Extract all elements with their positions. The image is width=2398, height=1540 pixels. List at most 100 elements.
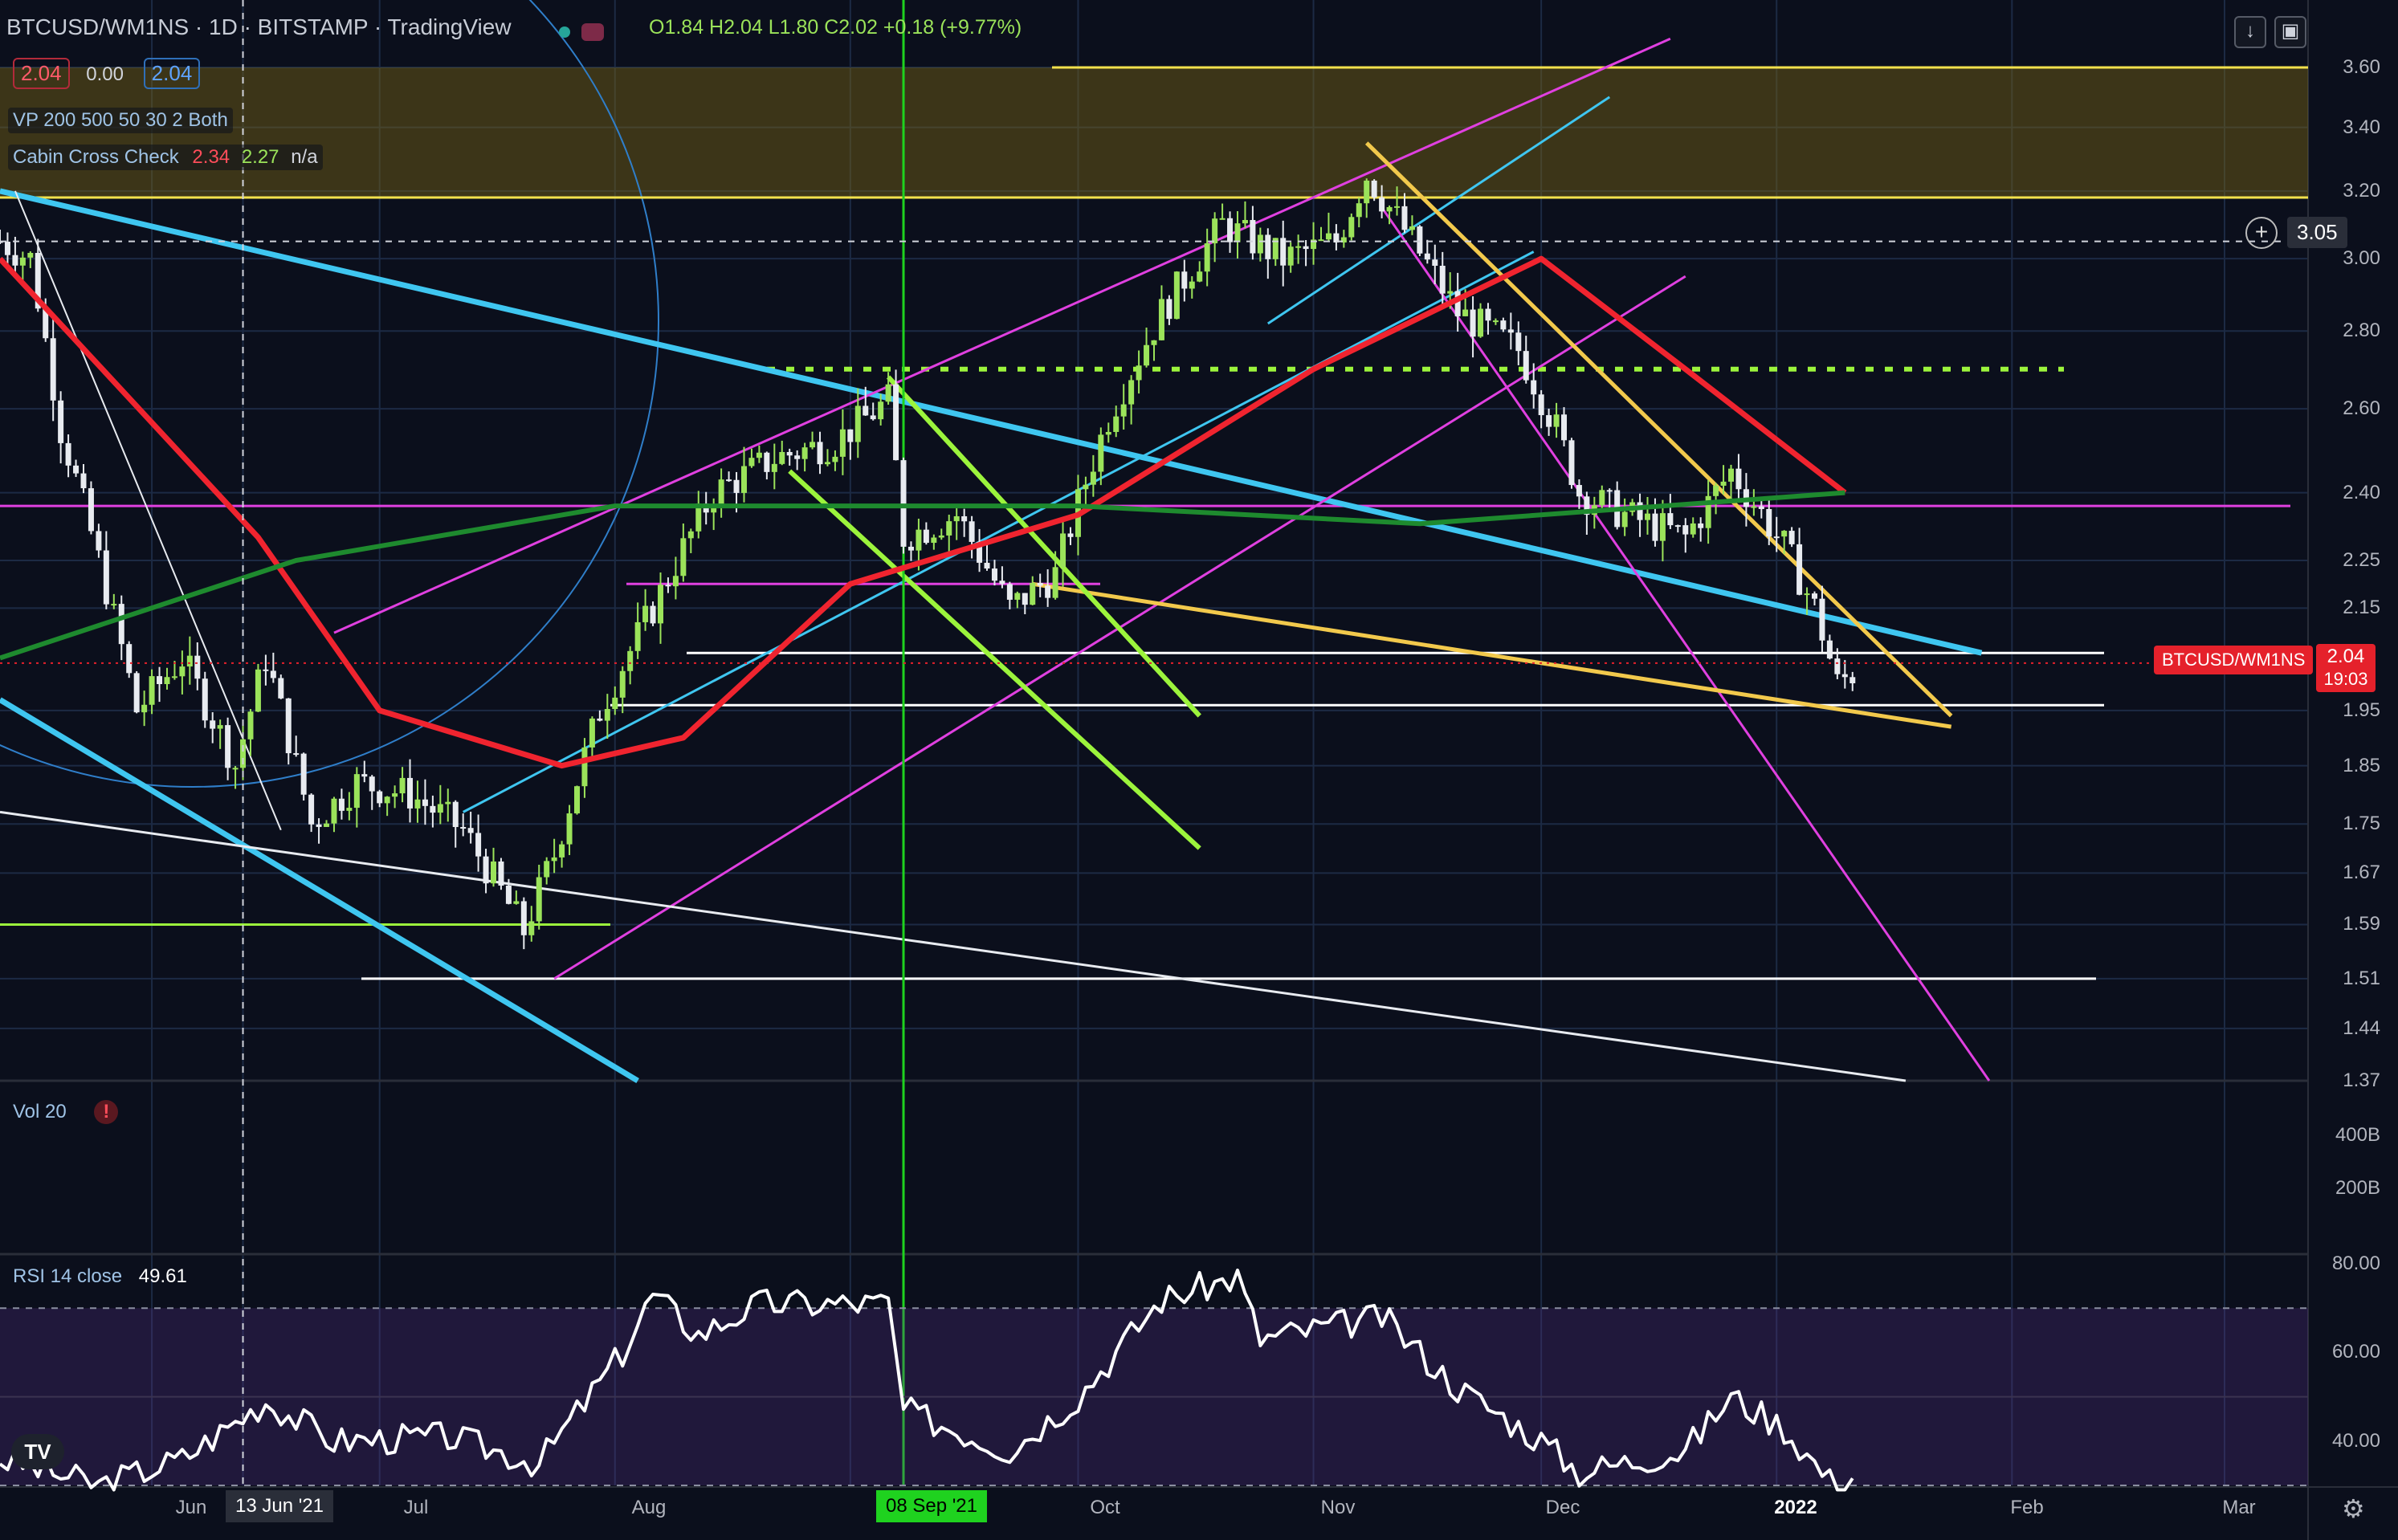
price-axis-label: 3.00: [2343, 247, 2380, 270]
candle-body: [597, 718, 603, 721]
fullscreen-icon[interactable]: ▣: [2274, 16, 2306, 48]
candle-body: [544, 861, 550, 878]
candle-body: [157, 676, 163, 684]
candle-body: [1720, 481, 1727, 486]
candle-body: [718, 479, 724, 507]
candle-body: [1621, 511, 1628, 528]
candle-body: [1212, 218, 1218, 244]
candle-body: [1386, 206, 1393, 212]
candle-body: [1417, 226, 1423, 254]
candle-body: [1690, 523, 1696, 535]
candle-body: [1136, 365, 1142, 381]
add-alert-icon[interactable]: +: [2245, 217, 2278, 249]
candle-body: [520, 901, 527, 935]
legend-rsi[interactable]: RSI 14 close 49.61: [8, 1264, 192, 1289]
candle-body: [1151, 340, 1157, 345]
candle-body: [1788, 531, 1795, 544]
legend-volume[interactable]: Vol 20 !: [8, 1098, 123, 1126]
candle-body: [1523, 351, 1529, 381]
candle-body: [680, 538, 687, 576]
candle-body: [103, 550, 109, 605]
candle-body: [824, 462, 830, 465]
date-label-nov: Nov: [1320, 1497, 1356, 1518]
candle-body: [255, 669, 261, 712]
candle-body: [1401, 206, 1408, 230]
candle-body: [1424, 253, 1430, 260]
candle-body: [1052, 567, 1058, 598]
candle-body: [467, 828, 474, 833]
candle-body: [475, 833, 482, 857]
candle-body: [1394, 206, 1401, 208]
candle-body: [1674, 525, 1681, 528]
trendline-white-long: [0, 810, 1907, 1082]
candle-body: [263, 669, 269, 671]
candle-body: [399, 777, 406, 794]
candle-body: [1311, 239, 1317, 250]
candle-body: [1067, 533, 1074, 537]
candle-body: [35, 252, 41, 309]
date-label-aug: Aug: [631, 1497, 667, 1518]
candle-body: [353, 774, 360, 809]
candle-body: [384, 796, 390, 804]
candle-body: [1356, 203, 1362, 218]
symbol-title[interactable]: BTCUSD/WM1NS · 1D · BITSTAMP · TradingVi…: [6, 14, 512, 39]
price-pill-red[interactable]: 2.04: [13, 58, 70, 89]
candle-body: [1303, 246, 1309, 250]
candle-body: [1371, 180, 1377, 198]
candle-body: [217, 725, 223, 729]
candle-body: [740, 466, 747, 493]
channel-magenta-upper: [333, 37, 1671, 634]
candle-body: [991, 568, 997, 581]
candle-body: [711, 506, 717, 513]
candle-body: [278, 678, 284, 699]
candle-body: [1014, 593, 1021, 600]
candle-body: [961, 515, 968, 522]
candle-body: [171, 676, 177, 678]
arrow-down-icon[interactable]: ↓: [2234, 16, 2266, 48]
legend-vp[interactable]: VP 200 500 50 30 2 Both: [8, 108, 233, 133]
candle-body: [407, 777, 414, 809]
wedge-yellow-lower: [1032, 581, 1952, 729]
legend-indicator[interactable]: Cabin Cross Check 2.34 2.27 n/a: [8, 145, 323, 170]
ema-red-line: [0, 255, 1847, 769]
candle-body: [1758, 506, 1764, 509]
candle-body: [186, 655, 193, 667]
candle-body: [1280, 238, 1287, 266]
candle-body: [984, 562, 990, 569]
sma-green-line: [0, 490, 1845, 661]
candle-body: [149, 676, 155, 705]
candle-body: [885, 384, 891, 402]
candle-body: [1478, 308, 1484, 337]
candle-body: [164, 677, 170, 684]
candle-body: [969, 521, 975, 542]
candle-body: [1447, 291, 1454, 294]
candle-body: [437, 804, 443, 813]
candle-body: [1553, 414, 1560, 427]
candle-body: [847, 429, 854, 442]
candle-body: [118, 604, 124, 645]
candle-body: [1652, 513, 1658, 541]
candle-body: [1766, 508, 1772, 537]
indicator-value-green: 2.27: [241, 146, 279, 168]
price-plain: 0.00: [86, 63, 124, 85]
candle-body: [65, 442, 71, 466]
date-label-dec: Dec: [1545, 1497, 1580, 1518]
price-axis-label: 2.60: [2343, 397, 2380, 420]
channel-cyan-inner: [462, 251, 1535, 813]
price-pill-blue[interactable]: 2.04: [143, 58, 201, 89]
candle-body: [764, 452, 770, 472]
candle-body: [1181, 271, 1188, 289]
candle-body: [733, 479, 740, 493]
tradingview-logo-icon: TV: [11, 1434, 64, 1469]
candle-body: [687, 531, 694, 539]
indicator-value-na: n/a: [291, 146, 318, 168]
candle-body: [1257, 234, 1263, 254]
date-label-jun: Jun: [175, 1497, 207, 1518]
warning-icon[interactable]: !: [94, 1100, 119, 1124]
candle-body: [900, 460, 907, 547]
candle-body: [1781, 531, 1788, 537]
candle-body: [1379, 197, 1385, 212]
date-label-feb: Feb: [2010, 1497, 2044, 1518]
gear-icon[interactable]: ⚙: [2342, 1494, 2365, 1523]
